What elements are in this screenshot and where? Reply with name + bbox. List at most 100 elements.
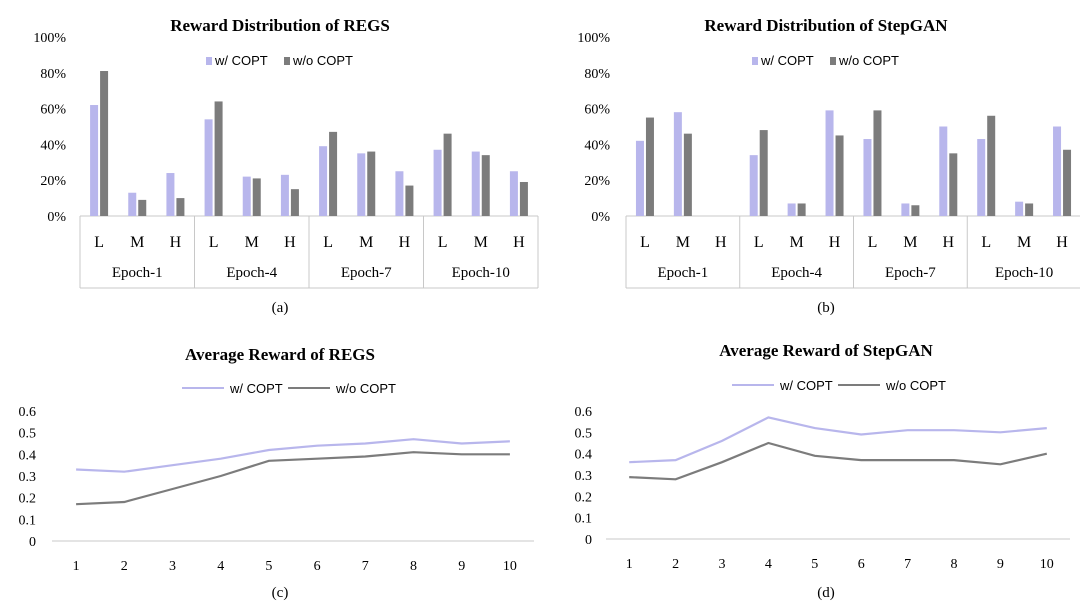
legend-label-without: w/o COPT [838,53,899,68]
legend-swatch-with [206,57,212,65]
series-line-without-copt [76,451,510,506]
bar-with-copt [128,192,137,216]
y-tick-label: 60% [584,103,610,118]
legend-label-with: w/ COPT [760,53,814,68]
x-group-label: Epoch-10 [452,265,510,281]
y-tick-label: 60% [40,103,66,118]
y-tick-label: 0 [29,535,36,550]
bar-without-copt [1063,149,1072,216]
bar-without-copt [252,178,261,216]
bar-with-copt [673,112,682,216]
x-tick-label: 4 [765,557,772,572]
y-tick-label: 0.6 [19,405,37,420]
x-tick-label: 7 [362,559,369,574]
chart-caption: (b) [817,300,835,316]
x-category-label: L [868,234,878,251]
chart-caption: (a) [272,300,289,316]
bar-with-copt [901,203,910,216]
x-tick-label: 3 [719,557,726,572]
y-tick-label: 0.5 [19,427,37,442]
x-category-label: H [943,234,955,251]
x-tick-label: 6 [858,557,865,572]
bar-without-copt [949,153,958,216]
x-tick-label: 10 [1040,557,1054,572]
chart-caption: (c) [272,585,289,601]
x-group-label: Epoch-1 [112,265,163,281]
chart-title: Average Reward of StepGAN [719,341,933,360]
x-tick-label: 2 [121,559,128,574]
bar-without-copt [100,71,109,216]
y-tick-label: 0.1 [19,513,37,528]
x-category-label: M [359,234,373,251]
bar-with-copt [939,126,948,216]
x-category-label: L [323,234,333,251]
y-tick-label: 40% [584,138,610,153]
legend-label-without: w/o COPT [292,53,353,68]
line-chart-2: Average Reward of REGS w/ COPT w/o COPT 0 0.… [19,345,534,601]
y-tick-label: 0% [47,210,66,225]
bar-with-copt [471,151,480,216]
legend-label-with: w/ COPT [779,378,833,393]
y-tick-label: 20% [584,174,610,189]
chart-caption: (d) [817,585,835,601]
series-line-with-copt [76,438,510,473]
x-tick-label: 4 [217,559,224,574]
legend: w/ COPT w/o COPT [182,381,396,396]
x-group-label: Epoch-7 [341,265,392,281]
y-tick-label: 0.4 [575,448,593,463]
chart-title: Average Reward of REGS [185,345,375,364]
y-tick-label: 0 [585,533,592,548]
x-category-label: L [94,234,104,251]
y-tick-label: 0.2 [575,490,593,505]
bar-without-copt [290,189,299,216]
chart-title: Reward Distribution of REGS [170,16,390,35]
bar-without-copt [367,151,376,216]
y-tick-label: 80% [40,67,66,82]
x-tick-label: 8 [951,557,958,572]
legend-swatch-without [284,57,290,65]
series-line-with-copt [629,416,1047,464]
x-tick-label: 3 [169,559,176,574]
bar-with-copt [1053,126,1062,216]
bar-with-copt [204,119,213,216]
bar-with-copt [395,171,404,216]
x-category-label: L [981,234,991,251]
bar-with-copt [635,140,644,216]
legend-label-without: w/o COPT [335,381,396,396]
x-tick-label: 1 [73,559,80,574]
x-category-label: M [676,234,690,251]
bar-with-copt [977,139,986,216]
legend-label-without: w/o COPT [885,378,946,393]
x-category-label: M [790,234,804,251]
x-tick-label: 2 [672,557,679,572]
y-tick-label: 0.6 [575,405,593,420]
x-group-label: Epoch-10 [995,265,1053,281]
x-tick-label: 9 [997,557,1004,572]
bar-with-copt [825,110,834,216]
bar-without-copt [873,110,882,216]
y-tick-label: 0.3 [19,470,37,485]
y-tick-label: 0.1 [575,512,593,527]
legend: w/ COPT w/o COPT [206,53,353,68]
legend-swatch-without [830,57,836,65]
y-tick-label: 40% [40,138,66,153]
x-tick-label: 7 [904,557,911,572]
bar-without-copt [214,101,223,216]
bar-chart-0: Reward Distribution of REGS w/ COPT w/o CO… [33,16,539,316]
x-tick-label: 6 [314,559,321,574]
bar-without-copt [443,133,452,216]
x-group-label: Epoch-7 [885,265,936,281]
bar-with-copt [509,171,518,216]
bar-without-copt [987,115,996,216]
bar-without-copt [797,203,806,216]
bar-chart-1: Reward Distribution of StepGAN w/ COPT w/o… [577,16,1080,316]
x-tick-label: 10 [503,559,517,574]
legend-label-with: w/ COPT [229,381,283,396]
bar-with-copt [280,174,289,216]
x-tick-label: 1 [626,557,633,572]
bar-without-copt [683,133,692,216]
bar-without-copt [759,130,768,216]
line-chart-3: Average Reward of StepGAN w/ COPT w/o COPT… [575,341,1070,601]
bar-without-copt [835,135,844,216]
bar-without-copt [176,198,185,216]
